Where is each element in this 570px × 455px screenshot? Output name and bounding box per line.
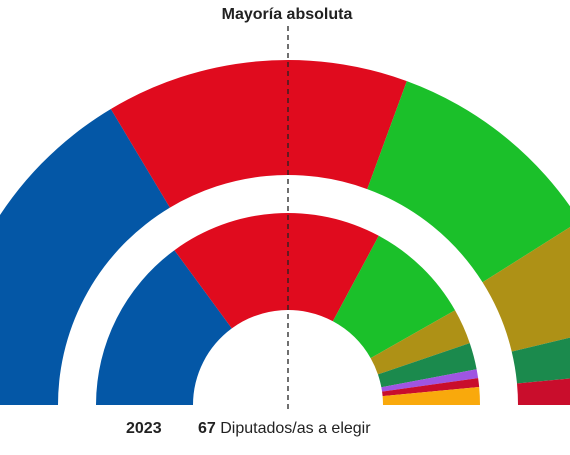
- outer-ring-slice: [0, 108, 170, 405]
- seats-count: 67: [198, 420, 216, 437]
- seats-text: Diputados/as a elegir: [220, 420, 371, 437]
- outer-ring-slice: [110, 59, 407, 208]
- outer-ring-slice: [482, 227, 570, 352]
- election-year: 2023: [126, 420, 162, 437]
- majority-label: Mayoría absoluta: [221, 6, 353, 23]
- inner-ring-slice: [381, 369, 479, 392]
- chart-footer: 2023 67 Diputados/as a elegir: [0, 420, 570, 442]
- inner-ring: [96, 212, 480, 405]
- outer-ring: [0, 59, 570, 405]
- inner-ring-slice: [382, 387, 480, 405]
- seats-info: 67 Diputados/as a elegir: [198, 420, 371, 438]
- inner-ring-slice: [370, 310, 470, 375]
- inner-ring-slice: [332, 235, 456, 359]
- inner-ring-slice: [382, 378, 480, 397]
- outer-ring-slice: [367, 81, 570, 283]
- inner-ring-slice: [174, 212, 379, 329]
- outer-ring-slice: [516, 378, 570, 405]
- inner-ring-slice: [377, 343, 477, 388]
- inner-ring-slice: [96, 250, 232, 405]
- outer-ring-slice: [511, 337, 570, 384]
